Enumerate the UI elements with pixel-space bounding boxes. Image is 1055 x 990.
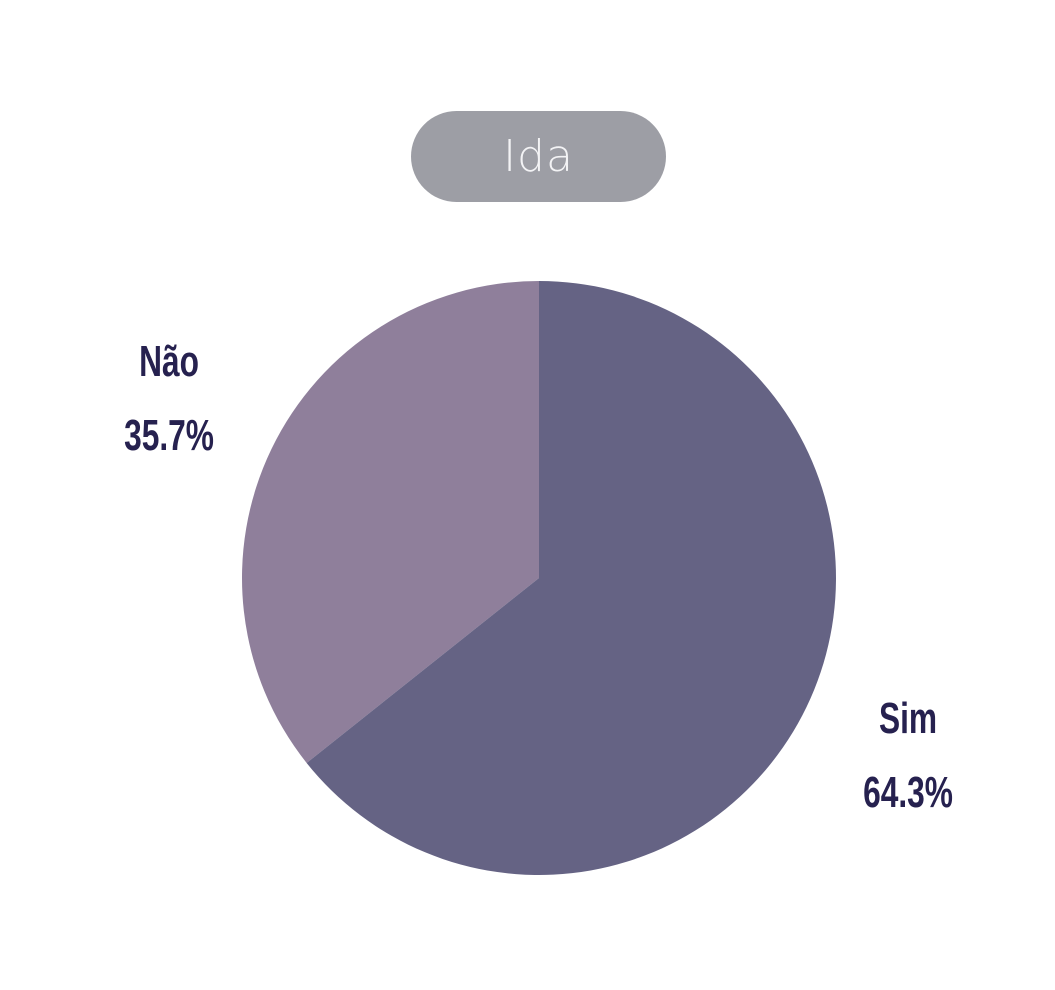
- chart-title: Ida: [503, 131, 574, 182]
- chart-title-pill: Ida: [411, 111, 666, 202]
- slice-label-nao: Não 35.7%: [99, 340, 239, 458]
- slice-label-sim: Sim 64.3%: [838, 697, 978, 815]
- slice-name-sim: Sim: [878, 694, 938, 743]
- slice-percent-nao: 35.7%: [124, 411, 214, 460]
- slice-name-nao: Não: [139, 337, 199, 386]
- pie-slice-sim: [306, 281, 836, 875]
- pie-slice-nao: [242, 281, 539, 763]
- slice-percent-sim: 64.3%: [863, 768, 953, 817]
